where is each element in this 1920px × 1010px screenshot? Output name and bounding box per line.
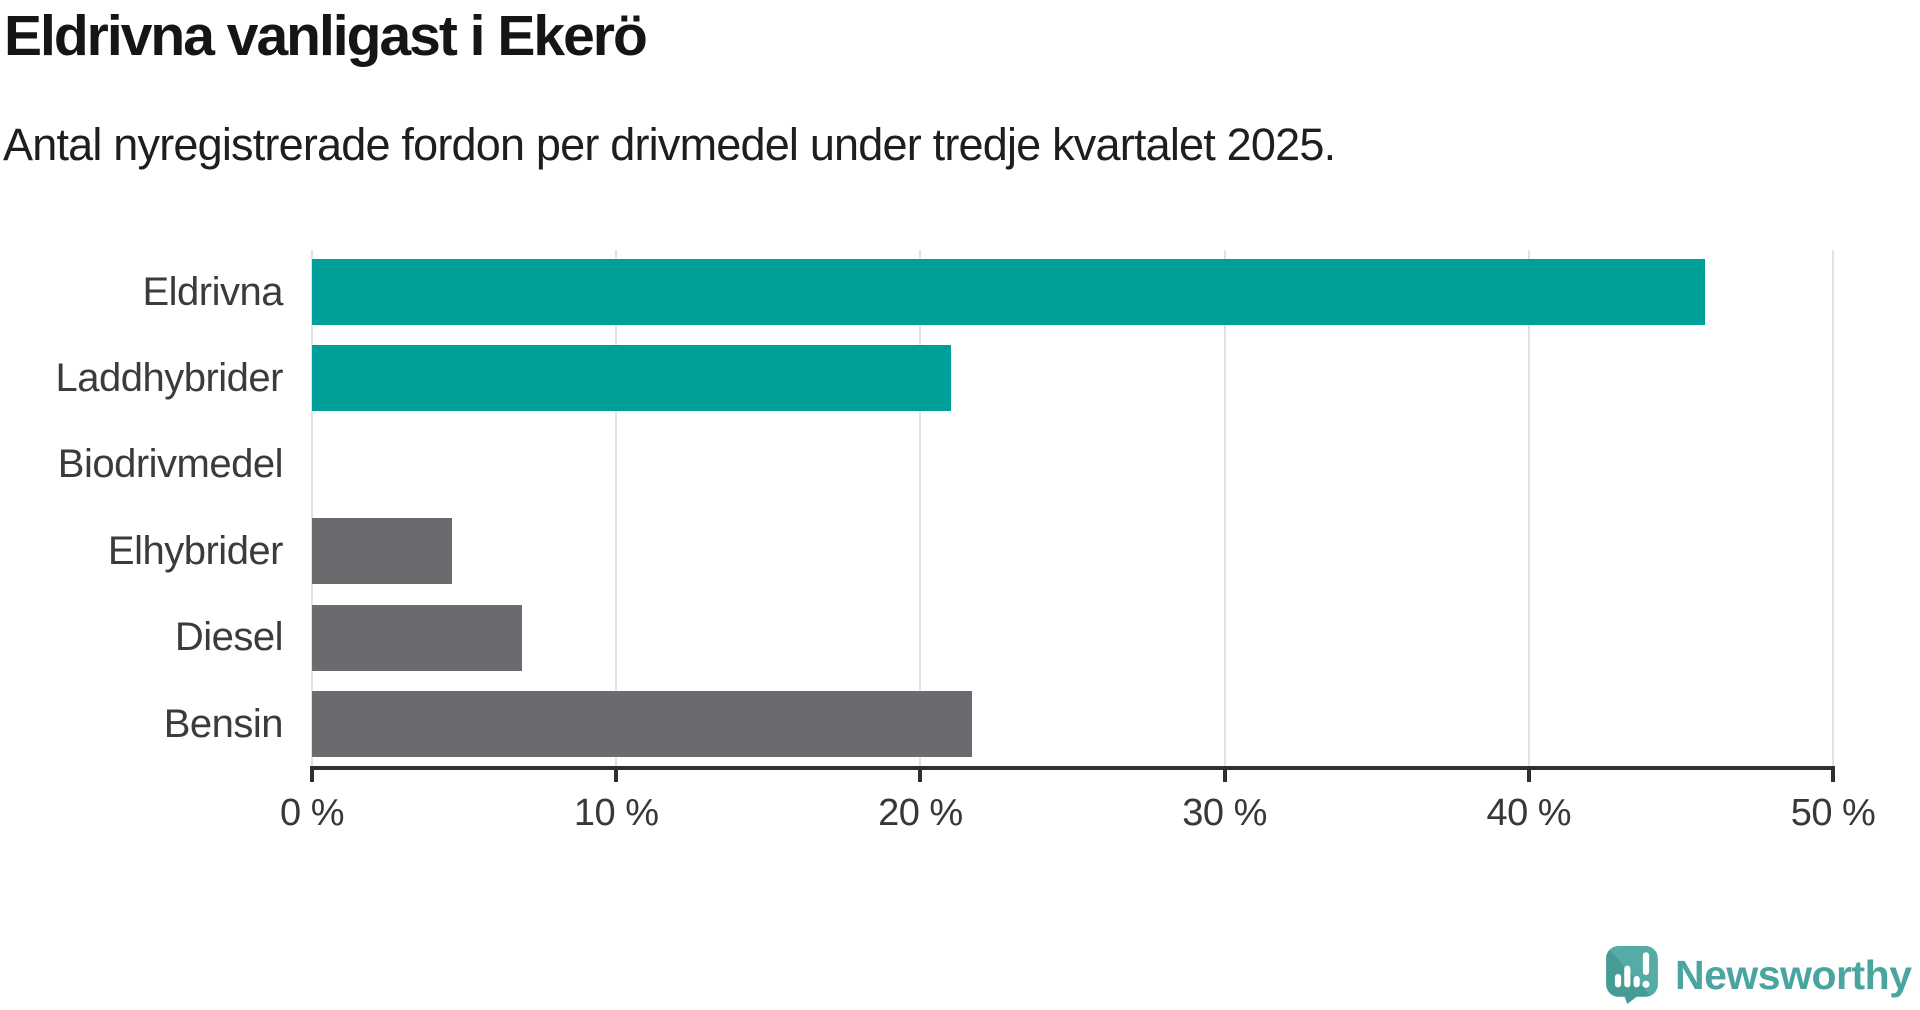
- x-axis-tick-label-30: 30 %: [1182, 792, 1267, 834]
- logo-bar-short: [1614, 973, 1622, 988]
- logo-exclamation-stem: [1642, 952, 1650, 975]
- chart-title: Eldrivna vanligast i Ekerö: [4, 4, 648, 68]
- x-axis-tick-50: [1831, 766, 1835, 782]
- gridline-30: [1223, 250, 1226, 766]
- category-label-bensin: Bensin: [163, 701, 284, 746]
- newsworthy-logo-icon: [1606, 946, 1658, 1004]
- category-label-eldrivna: Eldrivna: [142, 269, 283, 314]
- x-axis-tick-label-50: 50 %: [1790, 792, 1876, 834]
- x-axis-tick-40: [1526, 766, 1531, 782]
- x-axis-tick-10: [614, 766, 619, 782]
- bar-diesel: [312, 604, 522, 671]
- x-axis-tick-30: [1222, 766, 1227, 782]
- gridline-40: [1527, 250, 1530, 766]
- x-axis-line: [310, 766, 1835, 770]
- x-axis-tick-label-0: 0 %: [280, 792, 344, 834]
- bar-elhybrider: [312, 518, 452, 585]
- logo-exclamation-dot: [1642, 980, 1650, 988]
- category-label-elhybrider: Elhybrider: [107, 528, 284, 573]
- bar-eldrivna: [312, 259, 1706, 325]
- x-axis-tick-20: [918, 766, 923, 782]
- bar-laddhybrider: [312, 345, 951, 412]
- gridline-10: [615, 250, 618, 766]
- category-label-laddhybrider: Laddhybrider: [55, 355, 284, 400]
- x-axis-tick-label-20: 20 %: [878, 792, 963, 834]
- logo-bar-medium: [1633, 976, 1640, 988]
- bar-bensin: [312, 691, 973, 757]
- newsworthy-logo-text: Newsworthy: [1675, 951, 1912, 998]
- x-axis-tick-label-10: 10 %: [573, 792, 659, 834]
- category-label-biodrivmedel: Biodrivmedel: [57, 442, 284, 487]
- x-axis-tick-label-40: 40 %: [1486, 792, 1572, 834]
- x-axis-tick-0: [310, 766, 314, 782]
- gridline-50: [1832, 250, 1834, 766]
- gridline-0: [311, 250, 313, 766]
- logo-bar-tall: [1624, 965, 1631, 988]
- gridline-20: [919, 250, 922, 766]
- newsworthy-logo: Newsworthy: [1606, 946, 1912, 1004]
- chart-subtitle: Antal nyregistrerade fordon per drivmede…: [3, 119, 1336, 170]
- category-label-diesel: Diesel: [174, 615, 284, 660]
